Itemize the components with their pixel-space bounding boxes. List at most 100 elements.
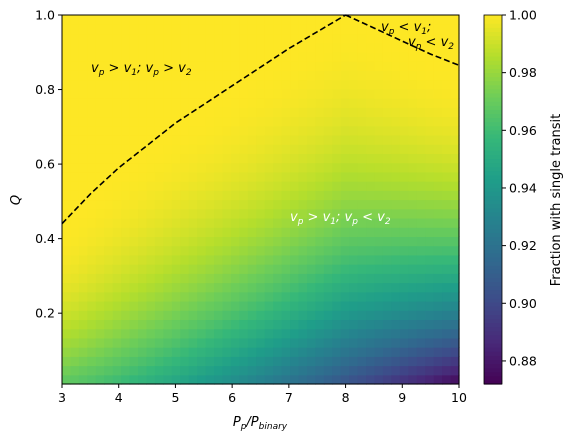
heatmap-cell <box>298 236 308 247</box>
heatmap-cell <box>78 153 88 164</box>
heatmap-cell <box>332 116 342 127</box>
heatmap-cell <box>95 310 105 321</box>
heatmap-cell <box>391 347 401 357</box>
heatmap-cell <box>121 300 131 311</box>
heatmap-cell <box>382 15 393 25</box>
colorbar-segment <box>484 43 502 49</box>
heatmap-cell <box>121 88 131 99</box>
heatmap-cell <box>163 365 173 376</box>
heatmap-cell <box>87 107 97 118</box>
heatmap-cell <box>230 310 240 321</box>
heatmap-cell <box>256 51 266 62</box>
heatmap-cell <box>104 190 114 201</box>
heatmap-cell <box>163 356 173 367</box>
colorbar-label: Fraction with single transit <box>549 114 564 287</box>
heatmap-cell <box>281 61 291 71</box>
heatmap-cell <box>357 144 367 154</box>
heatmap-cell <box>256 374 266 385</box>
heatmap-cell <box>247 347 257 357</box>
heatmap-cell <box>239 171 249 182</box>
x-tick-label: 3 <box>58 390 66 405</box>
heatmap-cell <box>214 33 224 44</box>
heatmap-cell <box>171 42 181 53</box>
heatmap-cell <box>340 190 350 201</box>
heatmap-cell <box>357 282 367 293</box>
heatmap-cell <box>298 347 308 357</box>
heatmap-cell <box>391 134 401 145</box>
heatmap-cell <box>70 144 80 154</box>
heatmap-cell <box>138 70 148 81</box>
heatmap-cell <box>315 208 325 219</box>
heatmap-cell <box>315 282 325 293</box>
heatmap-cell <box>391 300 401 311</box>
heatmap-cell <box>425 42 435 53</box>
heatmap-cell <box>121 310 131 321</box>
heatmap-cell <box>171 208 181 219</box>
colorbar-segment <box>484 379 502 385</box>
heatmap-cell <box>298 356 308 367</box>
heatmap-cell <box>230 51 240 62</box>
heatmap-cell <box>222 264 232 274</box>
heatmap-cell <box>391 79 401 90</box>
heatmap-cell <box>256 116 266 127</box>
heatmap-cell <box>399 208 409 219</box>
heatmap-cell <box>442 107 452 118</box>
heatmap-cell <box>239 365 249 376</box>
heatmap-cell <box>298 98 308 108</box>
heatmap-cell <box>121 264 131 274</box>
heatmap-cell <box>70 273 80 284</box>
heatmap-cell <box>382 98 393 108</box>
heatmap-cell <box>95 24 105 35</box>
heatmap-cell <box>214 300 224 311</box>
colorbar-segment <box>484 207 502 213</box>
heatmap-cell <box>180 144 190 154</box>
heatmap-cell <box>323 208 333 219</box>
heatmap-cell <box>366 33 376 44</box>
heatmap-cell <box>416 310 426 321</box>
heatmap-cell <box>222 51 232 62</box>
heatmap-cell <box>205 134 215 145</box>
heatmap-cell <box>230 125 240 136</box>
heatmap-cell <box>298 264 308 274</box>
heatmap-cell <box>239 291 249 302</box>
heatmap-cell <box>349 374 359 385</box>
heatmap-cell <box>273 217 283 228</box>
heatmap-cell <box>408 291 418 302</box>
heatmap-cell <box>95 217 105 228</box>
heatmap-cell <box>239 98 249 108</box>
heatmap-cell <box>188 116 198 127</box>
colorbar-segment <box>484 113 502 119</box>
heatmap-cell <box>298 319 308 330</box>
heatmap-cell <box>138 107 148 118</box>
heatmap-cell <box>247 98 257 108</box>
heatmap-cell <box>230 264 240 274</box>
heatmap-cell <box>214 181 224 191</box>
heatmap-cell <box>70 116 80 127</box>
heatmap-cell <box>382 181 393 191</box>
heatmap-cell <box>70 61 80 71</box>
heatmap-cell <box>121 42 131 53</box>
heatmap-cell <box>433 356 443 367</box>
heatmap-cell <box>450 15 460 25</box>
heatmap-cell <box>171 356 181 367</box>
heatmap-cell <box>180 125 190 136</box>
heatmap-cell <box>273 79 283 90</box>
heatmap-cell <box>290 144 300 154</box>
heatmap-cell <box>230 365 240 376</box>
heatmap-cell <box>154 291 164 302</box>
heatmap-cell <box>78 374 88 385</box>
heatmap-cell <box>70 254 80 265</box>
heatmap-cell <box>399 356 409 367</box>
colorbar-segment <box>484 154 502 160</box>
heatmap-cell <box>357 116 367 127</box>
heatmap-cell <box>222 79 232 90</box>
colorbar-segment <box>484 269 502 274</box>
heatmap-cell <box>95 254 105 265</box>
heatmap-cell <box>154 328 164 339</box>
heatmap-cell <box>214 264 224 274</box>
heatmap-cell <box>121 365 131 376</box>
heatmap-cell <box>264 291 274 302</box>
heatmap-cell <box>323 24 333 35</box>
heatmap-cell <box>450 319 460 330</box>
heatmap-cell <box>281 15 291 25</box>
